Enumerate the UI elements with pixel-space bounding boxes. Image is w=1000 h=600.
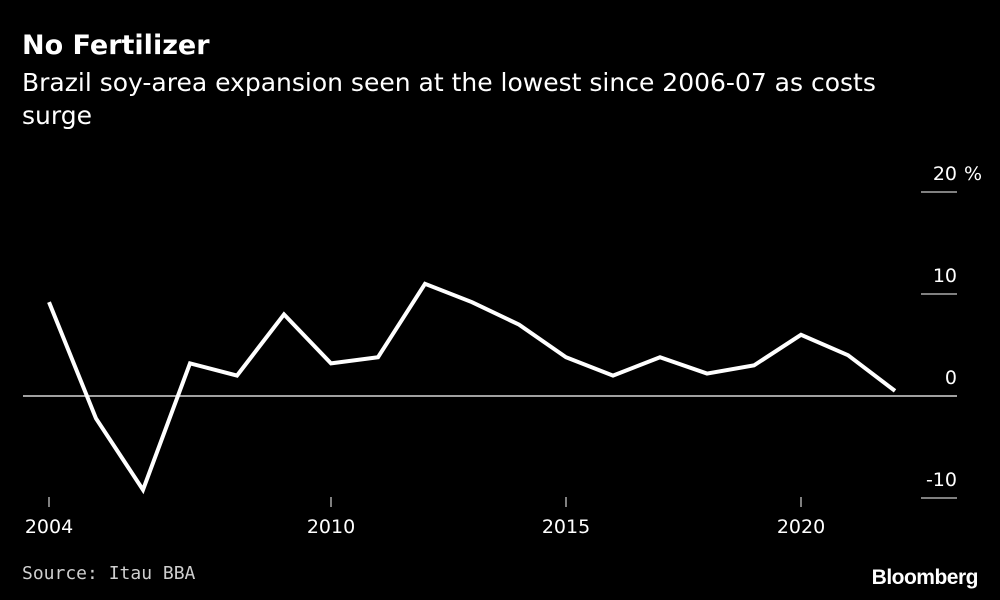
data-point	[235, 374, 239, 378]
x-tick-label: 2020	[777, 516, 825, 538]
data-point	[47, 300, 51, 304]
x-tick-label: 2004	[25, 516, 73, 538]
series-line	[47, 281, 897, 495]
data-point	[423, 282, 427, 286]
x-tick-label: 2010	[307, 516, 355, 538]
data-point	[329, 361, 333, 365]
y-tick-label: -10	[926, 469, 957, 491]
plot-area	[47, 281, 897, 495]
y-tick-label: 20	[933, 163, 957, 185]
data-point	[470, 300, 474, 304]
y-tick-label: 0	[945, 367, 957, 389]
bloomberg-logo: Bloomberg	[871, 566, 979, 589]
data-point	[188, 361, 192, 365]
chart-title: No Fertilizer	[22, 30, 210, 61]
source-note: Source: Itau BBA	[22, 563, 196, 584]
x-axis: 2004 2010 2015 2020	[25, 497, 825, 538]
x-tick-label: 2015	[542, 516, 590, 538]
data-point	[705, 372, 709, 376]
data-point	[141, 488, 145, 492]
data-point	[893, 389, 897, 393]
data-point	[799, 333, 803, 337]
data-point	[282, 312, 286, 316]
y-tick-label: 10	[933, 265, 957, 287]
data-point	[658, 355, 662, 359]
data-point	[517, 323, 521, 327]
y-unit-label: %	[964, 163, 982, 185]
data-point	[846, 353, 850, 357]
y-axis: 20 10 0 -10%	[23, 163, 982, 499]
data-point	[94, 416, 98, 420]
data-point	[752, 363, 756, 367]
data-point	[564, 355, 568, 359]
data-point	[611, 374, 615, 378]
data-point	[376, 355, 380, 359]
chart-subtitle: Brazil soy-area expansion seen at the lo…	[22, 68, 876, 130]
